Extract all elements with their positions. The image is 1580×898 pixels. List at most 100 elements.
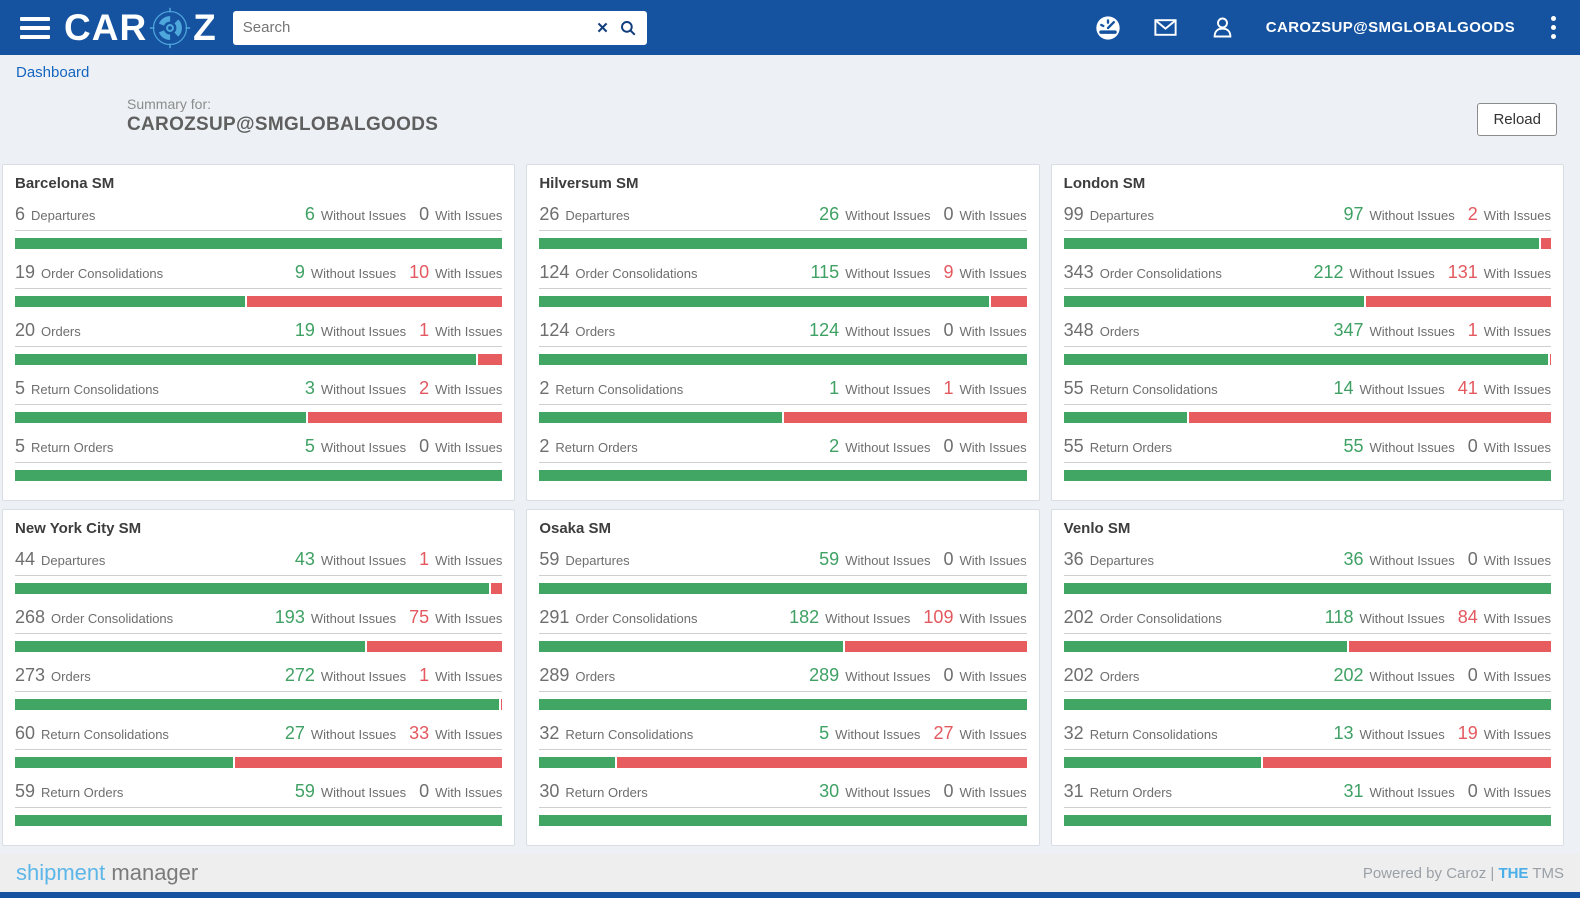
with-issues-label: With Issues: [435, 382, 503, 397]
with-issues-segment: [844, 641, 1027, 652]
metric-label: Order Consolidations: [41, 266, 164, 281]
metric-total-count: 2: [539, 378, 550, 398]
with-issues-label: With Issues: [1483, 669, 1551, 684]
without-issues-label: Without Issues: [1369, 553, 1455, 568]
with-issues-label: With Issues: [1483, 440, 1551, 455]
with-issues-count: 0: [1467, 781, 1478, 801]
clear-search-icon[interactable]: ✕: [596, 19, 609, 37]
metric-label: Return Orders: [555, 440, 638, 455]
user-profile-icon[interactable]: [1209, 14, 1236, 41]
with-issues-count: 27: [933, 723, 954, 743]
metric-total-count: 44: [15, 549, 36, 569]
with-issues-label: With Issues: [1483, 727, 1551, 742]
powered-by-text: Powered by Caroz | THE TMS: [1362, 864, 1564, 882]
metric-label: Return Orders: [31, 440, 114, 455]
metric-row: 268 Order Consolidations 193 Without Iss…: [15, 607, 503, 652]
reload-button[interactable]: Reload: [1477, 103, 1557, 136]
without-issues-segment: [15, 641, 365, 652]
issues-progress-bar: [539, 757, 1027, 768]
metric-row: 343 Order Consolidations 212 Without Iss…: [1063, 262, 1551, 307]
without-issues-segment: [15, 296, 245, 307]
with-issues-label: With Issues: [435, 266, 503, 281]
with-issues-segment: [1349, 641, 1551, 652]
metric-total-count: 26: [539, 204, 560, 224]
without-issues-label: Without Issues: [320, 324, 407, 339]
without-issues-label: Without Issues: [1359, 382, 1445, 397]
metric-total-count: 20: [15, 320, 36, 340]
without-issues-segment: [1063, 412, 1188, 423]
without-issues-count: 3: [304, 378, 315, 398]
metric-label: Order Consolidations: [1099, 266, 1222, 281]
metric-row: 5 Return Orders 5 Without Issues 0 With …: [15, 436, 503, 481]
metric-total-count: 124: [539, 262, 570, 282]
issues-progress-bar: [539, 238, 1027, 249]
with-issues-segment: [1549, 354, 1551, 365]
issues-progress-bar: [1063, 296, 1551, 307]
search-box: ✕: [232, 10, 647, 45]
metric-total-count: 31: [1063, 781, 1084, 801]
search-icon[interactable]: [619, 19, 637, 37]
with-issues-count: 0: [943, 320, 954, 340]
without-issues-label: Without Issues: [320, 553, 407, 568]
dashboard-gauge-icon[interactable]: [1094, 14, 1122, 42]
without-issues-segment: [539, 412, 782, 423]
without-issues-count: 19: [294, 320, 315, 340]
metric-total-count: 273: [15, 665, 46, 685]
metric-total-count: 2: [539, 436, 550, 456]
metric-text-row: 273 Orders 272 Without Issues 1 With Iss…: [15, 665, 503, 692]
metric-label: Return Consolidations: [1089, 382, 1218, 397]
with-issues-segment: [1541, 238, 1551, 249]
mail-icon[interactable]: [1152, 14, 1179, 41]
metric-row: 291 Order Consolidations 182 Without Iss…: [539, 607, 1027, 652]
issues-progress-bar: [1063, 412, 1551, 423]
with-issues-count: 19: [1457, 723, 1478, 743]
metric-text-row: 20 Orders 19 Without Issues 1 With Issue…: [15, 320, 503, 347]
site-card: Venlo SM 36 Departures 36 Without Issues…: [1050, 509, 1564, 846]
without-issues-count: 1: [829, 378, 840, 398]
without-issues-segment: [1063, 641, 1348, 652]
with-issues-label: With Issues: [959, 208, 1027, 223]
without-issues-segment: [1063, 757, 1261, 768]
metric-label: Return Orders: [1089, 440, 1173, 455]
metric-text-row: 6 Departures 6 Without Issues 0 With Iss…: [15, 204, 503, 231]
without-issues-label: Without Issues: [1369, 208, 1455, 223]
metric-text-row: 2 Return Orders 2 Without Issues 0 With …: [539, 436, 1027, 463]
metric-label: Return Orders: [1089, 785, 1173, 800]
issues-progress-bar: [539, 583, 1027, 594]
with-issues-label: With Issues: [1483, 382, 1551, 397]
with-issues-label: With Issues: [435, 785, 503, 800]
card-title: Hilversum SM: [539, 175, 639, 192]
without-issues-label: Without Issues: [320, 785, 407, 800]
without-issues-count: 59: [294, 781, 315, 801]
issues-progress-bar: [15, 641, 503, 652]
with-issues-count: 2: [1467, 204, 1478, 224]
issues-progress-bar: [539, 641, 1027, 652]
issues-progress-bar: [15, 296, 503, 307]
metric-label: Order Consolidations: [575, 266, 698, 281]
breadcrumb-dashboard-link[interactable]: Dashboard: [16, 64, 90, 81]
site-card: New York City SM 44 Departures 43 Withou…: [2, 509, 516, 846]
issues-progress-bar: [539, 470, 1027, 481]
metric-text-row: 289 Orders 289 Without Issues 0 With Iss…: [539, 665, 1027, 692]
metric-text-row: 30 Return Orders 30 Without Issues 0 Wit…: [539, 781, 1027, 808]
metric-total-count: 36: [1063, 549, 1084, 569]
without-issues-count: 212: [1313, 262, 1344, 282]
issues-progress-bar: [1063, 238, 1551, 249]
with-issues-label: With Issues: [959, 382, 1027, 397]
card-title: Barcelona SM: [15, 175, 115, 192]
current-user-label[interactable]: CAROZSUP@SMGLOBALGOODS: [1265, 19, 1515, 36]
without-issues-segment: [539, 238, 1027, 249]
metric-total-count: 202: [1063, 607, 1094, 627]
with-issues-segment: [991, 296, 1027, 307]
metric-total-count: 202: [1063, 665, 1094, 685]
with-issues-label: With Issues: [959, 440, 1027, 455]
metric-text-row: 291 Order Consolidations 182 Without Iss…: [539, 607, 1027, 634]
hamburger-menu-icon[interactable]: [20, 16, 50, 39]
metric-text-row: 343 Order Consolidations 212 Without Iss…: [1063, 262, 1551, 289]
search-input[interactable]: [242, 19, 597, 36]
top-navbar: CAR Z ✕: [0, 0, 1580, 55]
caroz-logo[interactable]: CAR Z: [64, 6, 217, 50]
metric-text-row: 348 Orders 347 Without Issues 1 With Iss…: [1063, 320, 1551, 347]
without-issues-segment: [1063, 815, 1551, 826]
overflow-menu-icon[interactable]: [1545, 14, 1562, 41]
